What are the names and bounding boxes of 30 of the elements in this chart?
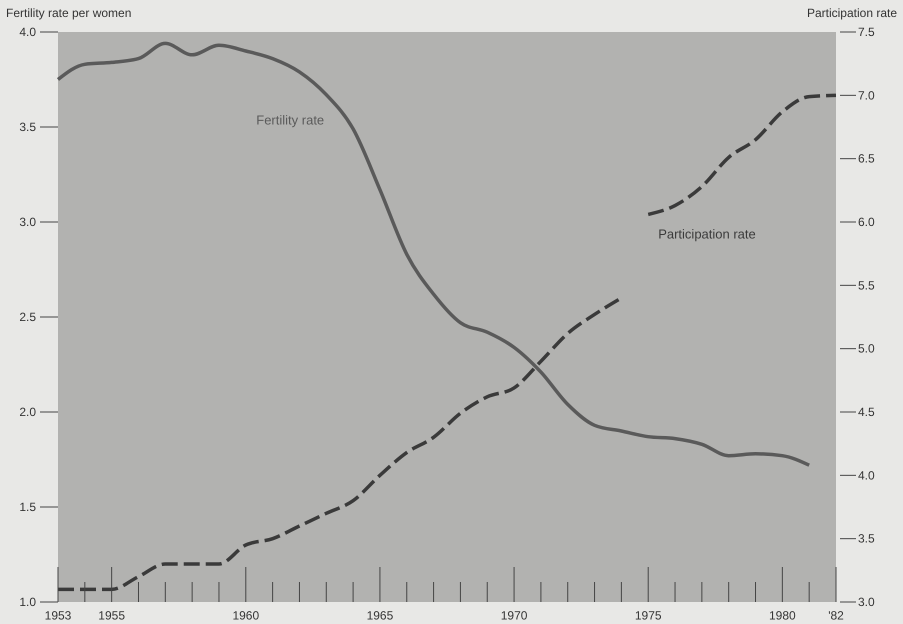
y2-tick-label: 6.5: [858, 152, 876, 166]
series-label: Fertility rate: [256, 112, 324, 128]
x-tick-label: 1970: [500, 608, 528, 623]
y2-tick-label: 5.5: [858, 278, 876, 292]
y2-tick-label: 6.0: [858, 215, 876, 229]
x-tick-label: 1965: [366, 608, 394, 623]
x-tick-label: 1955: [98, 608, 126, 623]
y2-tick-label: 3.0: [858, 595, 876, 609]
y-tick-label: 1.0: [19, 595, 36, 609]
line-series: [56, 42, 811, 467]
series-label: Participation rate: [658, 226, 756, 242]
y-tick-label: 3.5: [19, 120, 36, 134]
y2-tick-label: 3.5: [858, 532, 876, 546]
y-tick-label: 2.0: [19, 405, 36, 419]
x-tick-label: 1980: [768, 608, 796, 623]
x-tick-label: 1975: [634, 608, 662, 623]
y2-tick-label: 7.5: [858, 25, 876, 39]
y2-tick-label: 4.0: [858, 468, 876, 482]
y-tick-label: 4.0: [19, 25, 36, 39]
x-tick-label: 1960: [232, 608, 260, 623]
y2-axis-title: Participation rate: [806, 6, 898, 20]
x-tick-label: 1953: [44, 608, 72, 623]
y2-tick-label: 7.0: [858, 88, 876, 102]
y-tick-label: 1.5: [19, 500, 36, 514]
y2-tick-label: 5.0: [858, 342, 876, 356]
y-axis-title: Fertility rate per women: [6, 6, 132, 20]
y-tick-label: 3.0: [19, 215, 36, 229]
y-tick-label: 2.5: [19, 310, 36, 324]
y2-tick-label: 4.5: [858, 405, 876, 419]
x-tick-label: '82: [828, 608, 844, 623]
